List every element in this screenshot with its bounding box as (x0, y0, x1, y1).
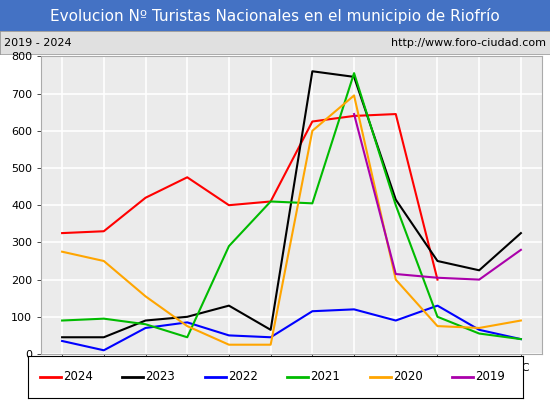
Text: 2022: 2022 (228, 370, 258, 384)
Text: 2020: 2020 (393, 370, 423, 384)
Text: http://www.foro-ciudad.com: http://www.foro-ciudad.com (390, 38, 546, 48)
Text: Evolucion Nº Turistas Nacionales en el municipio de Riofrío: Evolucion Nº Turistas Nacionales en el m… (50, 8, 500, 24)
Text: 2019: 2019 (475, 370, 505, 384)
Text: 2021: 2021 (310, 370, 340, 384)
Text: 2019 - 2024: 2019 - 2024 (4, 38, 72, 48)
Text: 2024: 2024 (63, 370, 93, 384)
Text: 2023: 2023 (145, 370, 175, 384)
